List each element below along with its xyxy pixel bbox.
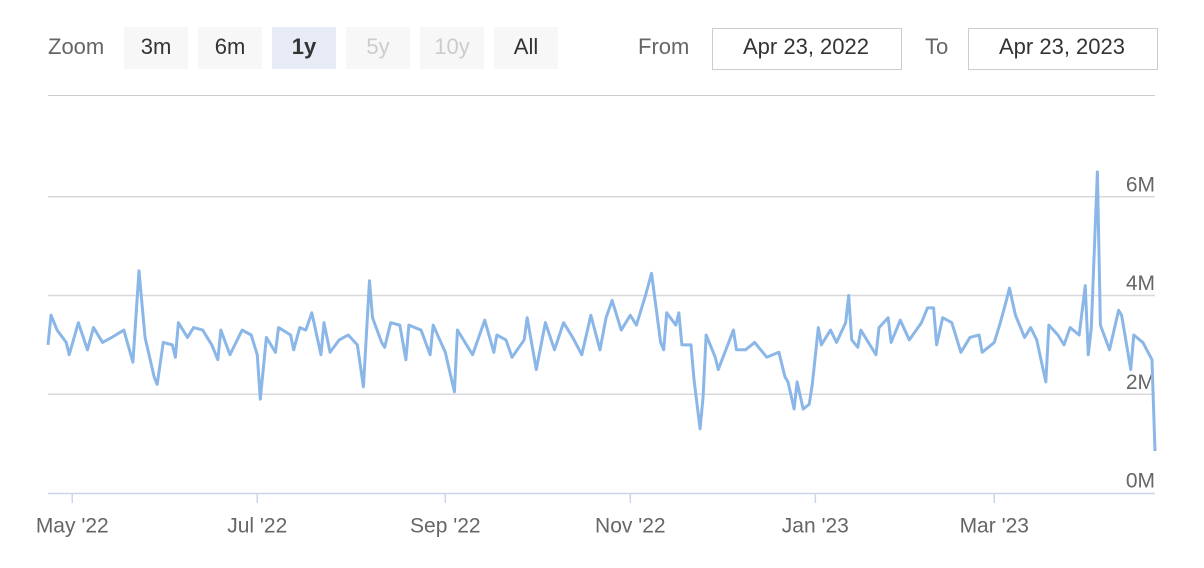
from-label: From [638, 34, 689, 59]
zoom-button [346, 27, 410, 69]
from-value[interactable]: Apr 23, 2022 [743, 34, 869, 59]
y-tick-label: 4M [1126, 272, 1155, 295]
zoom-button-label[interactable]: 6m [215, 34, 246, 59]
x-tick-label: May '22 [36, 515, 109, 538]
zoom-button-label[interactable]: 3m [141, 34, 172, 59]
series-line [46, 170, 1157, 452]
zoom-button[interactable] [272, 27, 336, 69]
to-label: To [925, 34, 948, 59]
x-tick-label: Nov '22 [595, 515, 666, 538]
x-tick-label: Jul '22 [227, 515, 287, 538]
to-input[interactable] [968, 28, 1158, 70]
zoom-button-label: 5y [366, 34, 389, 59]
x-tick-label: Mar '23 [960, 515, 1029, 538]
x-tick-label: Sep '22 [410, 515, 481, 538]
zoom-button[interactable] [198, 27, 262, 69]
zoom-button-label[interactable]: All [514, 34, 538, 59]
from-input[interactable] [712, 28, 902, 70]
zoom-button-label: 10y [434, 34, 469, 59]
zoom-label: Zoom [48, 34, 104, 59]
to-value[interactable]: Apr 23, 2023 [999, 34, 1125, 59]
zoom-button[interactable] [494, 27, 558, 69]
x-tick-label: Jan '23 [782, 515, 849, 538]
range-selector: Zoom From Apr 23, 2022 To Apr 23, 2023 [48, 28, 1158, 70]
y-tick-label: 0M [1126, 470, 1155, 493]
y-tick-label: 2M [1126, 371, 1155, 394]
zoom-button[interactable] [124, 27, 188, 69]
zoom-button [420, 27, 484, 69]
y-tick-label: 6M [1126, 173, 1155, 196]
zoom-button-label[interactable]: 1y [292, 34, 317, 59]
